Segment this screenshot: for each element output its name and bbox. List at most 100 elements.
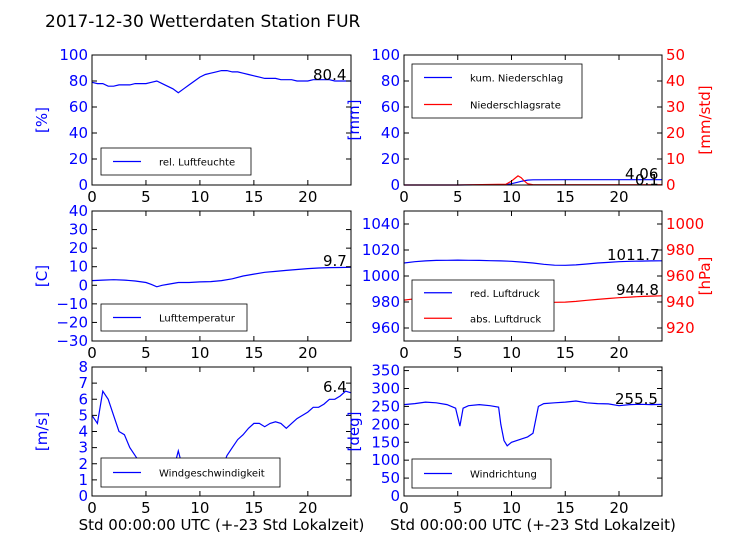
y2-tick-label: 980 [666, 241, 695, 259]
y-axis-label: [deg] [345, 412, 363, 452]
value-annotation: 9.7 [323, 252, 347, 270]
x-tick-label: 15 [556, 344, 575, 362]
y-tick-label: 7 [78, 374, 88, 392]
y2-tick-label: 940 [666, 293, 695, 311]
y-tick-label: 1020 [362, 241, 400, 259]
y-tick-label: 40 [381, 124, 400, 142]
x-tick-label: 10 [190, 499, 209, 517]
y-tick-label: 60 [69, 98, 88, 116]
y-tick-label: 60 [381, 98, 400, 116]
y-tick-label: 1 [78, 471, 88, 489]
figure-title: 2017-12-30 Wetterdaten Station FUR [45, 12, 361, 32]
y-tick-label: 350 [371, 362, 400, 380]
value-annotation: 255.5 [615, 390, 658, 408]
y-axis-label: [C] [33, 265, 51, 287]
y-tick-label: 960 [371, 319, 400, 337]
x-tick-label: 0 [399, 499, 409, 517]
y-tick-label: 20 [69, 150, 88, 168]
axes-frame [403, 54, 663, 186]
x-tick-label: 0 [399, 188, 409, 206]
x-axis-label: Std 00:00:00 UTC (+-23 Std Lokalzeit) [79, 516, 365, 534]
y-tick-label: 2 [78, 455, 88, 473]
y2-tick-label: 0 [666, 176, 676, 194]
y2-axis-label: [mm/std] [696, 85, 714, 154]
axes-frame [91, 54, 352, 186]
value-annotation: 4.06 [625, 165, 658, 183]
chart-panel: 0 5 10 15 20 0 20 40 60 80 100 [%] 80.4 rel. Luftfeuc… [33, 46, 352, 206]
legend-entry: Niederschlagsrate [470, 101, 561, 112]
y-tick-label: 0 [78, 276, 88, 294]
x-tick-label: 15 [556, 188, 575, 206]
y-tick-label: 100 [371, 46, 400, 64]
y2-axis-label: [hPa] [696, 257, 714, 296]
y-tick-label: 1040 [362, 215, 400, 233]
x-tick-label: 15 [244, 188, 263, 206]
x-tick-label: 0 [87, 188, 97, 206]
legend-entry: Windgeschwindigkeit [159, 469, 265, 480]
legend-entry: abs. Luftdruck [470, 314, 541, 325]
x-tick-label: 5 [453, 499, 463, 517]
y2-tick-label: 1000 [666, 215, 704, 233]
x-tick-label: 10 [502, 499, 521, 517]
legend-entry: Windrichtung [470, 470, 537, 481]
y-tick-label: 40 [69, 124, 88, 142]
y-tick-label: 0 [78, 487, 88, 505]
y2-tick-label: 920 [666, 319, 695, 337]
series-line [91, 266, 352, 288]
y-axis-label: [m/s] [33, 412, 51, 451]
series-line [404, 175, 662, 186]
y-tick-label: 0 [390, 176, 400, 194]
series-line [91, 69, 351, 94]
x-axis-label: Std 00:00:00 UTC (+-23 Std Lokalzeit) [390, 516, 676, 534]
x-tick-label: 5 [141, 344, 151, 362]
y-tick-label: −30 [56, 332, 88, 350]
chart-panel: 0 5 10 15 20−30−20−10010203040[C]9.7Lufttemp… [33, 202, 352, 362]
y-tick-label: 6 [78, 390, 88, 408]
legend-entry: Lufttemperatur [159, 314, 236, 325]
y-tick-label: 20 [69, 239, 88, 257]
legend-entry: rel. Luftfeuchte [159, 158, 235, 169]
value-annotation: 6.4 [323, 378, 347, 396]
x-tick-label: 5 [141, 188, 151, 206]
y-tick-label: 80 [69, 72, 88, 90]
y-tick-label: 5 [78, 406, 88, 424]
y-tick-label: 100 [371, 451, 400, 469]
legend-box [411, 63, 583, 119]
y2-tick-label: 960 [666, 267, 695, 285]
y-tick-label: 250 [371, 397, 400, 415]
value-annotation: 944.8 [616, 281, 659, 299]
x-tick-label: 5 [453, 188, 463, 206]
y-tick-label: 0 [78, 176, 88, 194]
y-tick-label: 300 [371, 380, 400, 398]
y-tick-label: 10 [69, 258, 88, 276]
y-tick-label: 3 [78, 439, 88, 457]
value-annotation: 1011.7 [607, 246, 660, 264]
series-line [403, 400, 663, 447]
y-tick-label: 80 [381, 72, 400, 90]
y2-tick-label: 40 [666, 72, 685, 90]
axes-frame [403, 366, 663, 497]
y-axis-label: [%] [33, 107, 51, 133]
x-tick-label: 0 [87, 344, 97, 362]
y-tick-label: 4 [78, 423, 88, 441]
legend-entry: kum. Niederschlag [470, 74, 563, 85]
legend-box [411, 279, 555, 332]
value-annotation: 0.1 [635, 171, 659, 189]
value-annotation: 80.4 [313, 66, 346, 84]
y-tick-label: 150 [371, 433, 400, 451]
y-axis-label: [mm] [345, 100, 363, 141]
chart-panel: 0 5 10 15 20 960 980 1000 1020 1040 920 940 960 980 10… [362, 210, 714, 362]
x-tick-label: 5 [453, 344, 463, 362]
y2-tick-label: 20 [666, 124, 685, 142]
series-line [403, 259, 663, 266]
y-tick-label: 1000 [362, 267, 400, 285]
legend-entry: red. Luftdruck [470, 289, 540, 300]
y2-tick-label: 10 [666, 150, 685, 168]
y-tick-label: −20 [56, 313, 88, 331]
y-tick-label: 50 [381, 469, 400, 487]
y-tick-label: 200 [371, 415, 400, 433]
x-tick-label: 0 [87, 499, 97, 517]
